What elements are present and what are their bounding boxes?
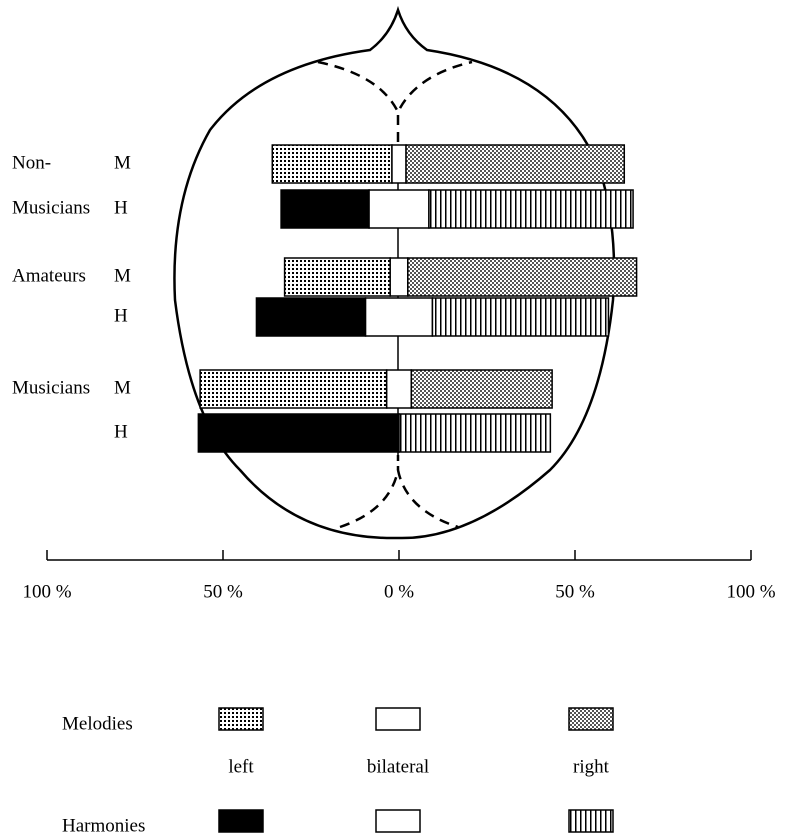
legend-swatch (569, 708, 613, 730)
bar-segment (369, 190, 429, 228)
x-tick-label: 100 % (22, 581, 71, 602)
row-label: M (114, 377, 131, 398)
bar-segment (387, 370, 412, 408)
bar-segment (366, 298, 433, 336)
bar-segment (198, 414, 399, 452)
bar-segment (399, 414, 550, 452)
bar-segment (281, 190, 369, 228)
chart: 100 % 50 % 0 % 50 % 100 % Non- M Musicians H Amat… (0, 0, 786, 833)
bar-segment (272, 145, 392, 183)
bar-segment (256, 298, 365, 336)
row-label: M (114, 152, 131, 173)
legend-swatch (376, 810, 420, 832)
bar-segment (429, 190, 633, 228)
bar-segment (285, 258, 391, 296)
legend-swatch (569, 810, 613, 832)
row-label: H (114, 197, 128, 218)
x-tick-label: 50 % (555, 581, 595, 602)
legend-swatch (219, 708, 263, 730)
group-label: Musicians (12, 197, 90, 218)
row-label: M (114, 265, 131, 286)
legend-label: bilateral (367, 756, 429, 777)
legend-label: right (573, 756, 610, 777)
legend-swatch (376, 708, 420, 730)
x-tick-label: 100 % (726, 581, 775, 602)
bar-segment (392, 145, 406, 183)
row-label: H (114, 421, 128, 442)
x-tick-label: 50 % (203, 581, 243, 602)
legend-row-label: Melodies (62, 713, 133, 734)
bar-segment (390, 258, 408, 296)
x-tick-label: 0 % (384, 581, 414, 602)
group-label: Amateurs (12, 265, 86, 286)
bar-segment (432, 298, 608, 336)
legend-swatch (219, 810, 263, 832)
bar-segment (406, 145, 624, 183)
group-label: Non- (12, 152, 51, 173)
legend-row-label: Harmonies (62, 815, 145, 833)
row-label: H (114, 305, 128, 326)
bar-segment (200, 370, 387, 408)
legend-label: left (228, 756, 254, 777)
bar-segment (408, 258, 637, 296)
group-label: Musicians (12, 377, 90, 398)
bar-segment (411, 370, 552, 408)
